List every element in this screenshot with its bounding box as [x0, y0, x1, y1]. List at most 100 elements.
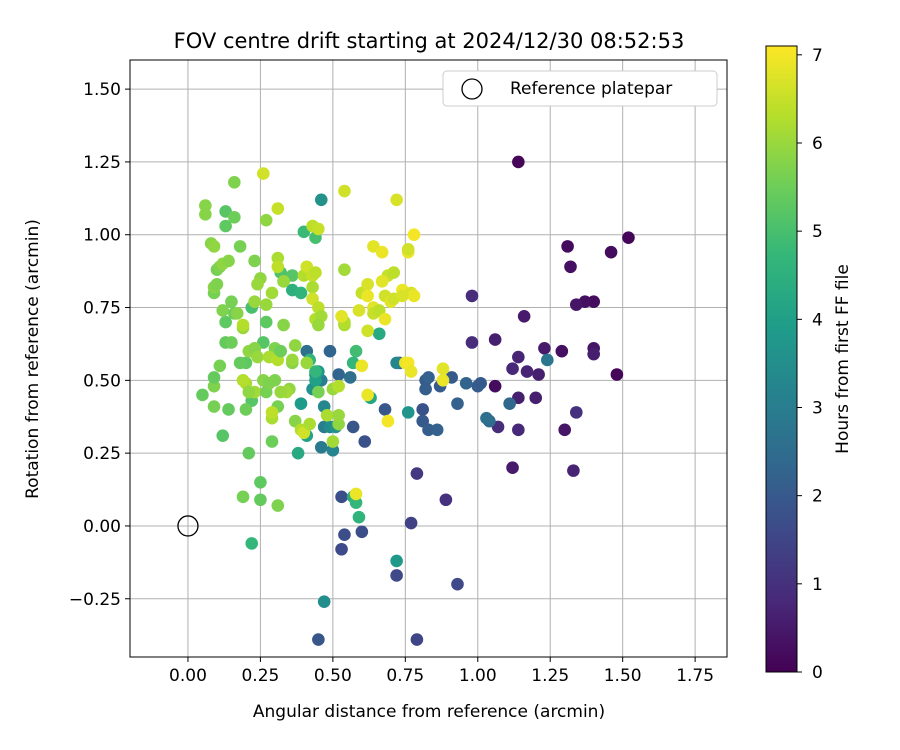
data-point	[274, 385, 287, 399]
data-point	[242, 446, 256, 460]
data-point	[474, 376, 487, 390]
data-point	[314, 441, 328, 454]
data-point	[254, 493, 267, 507]
data-point	[277, 318, 290, 332]
data-point	[294, 286, 308, 300]
data-point	[390, 554, 403, 568]
data-point	[210, 277, 224, 291]
y-axis-ticks: −0.25 0.00 0.25 0.50 0.75 1.00 1.25 1.50	[69, 80, 130, 610]
data-point	[459, 376, 473, 390]
data-point	[199, 208, 212, 221]
data-point	[314, 193, 328, 207]
data-point	[541, 353, 554, 367]
data-point	[259, 213, 273, 227]
data-point	[538, 342, 551, 355]
data-point	[610, 368, 624, 381]
data-point	[401, 406, 415, 419]
data-point	[387, 266, 401, 279]
y-tick-label: 1.50	[83, 80, 121, 100]
data-point	[309, 266, 322, 279]
data-point	[254, 475, 267, 489]
plot-area	[129, 59, 728, 658]
colorbar-tick-label: 0	[812, 663, 823, 683]
data-point	[326, 435, 340, 448]
legend-label-reference: Reference platepar	[510, 79, 672, 99]
data-point	[410, 633, 424, 646]
data-point	[555, 344, 569, 358]
data-point	[230, 307, 244, 320]
data-point	[352, 510, 366, 524]
reference-marker	[177, 515, 199, 537]
data-point	[233, 356, 247, 370]
data-point	[222, 254, 235, 268]
data-point	[422, 423, 435, 437]
data-point	[277, 275, 290, 288]
data-point	[271, 260, 285, 274]
data-point	[404, 365, 418, 378]
data-point	[451, 397, 464, 410]
data-points	[177, 155, 635, 646]
data-point	[228, 176, 241, 189]
data-point	[512, 350, 525, 364]
data-point	[512, 155, 525, 169]
data-point	[378, 312, 392, 326]
data-point	[381, 414, 395, 428]
data-point	[335, 490, 348, 504]
y-tick-label: 0.75	[83, 299, 121, 319]
data-point	[465, 289, 479, 303]
data-point	[207, 371, 221, 384]
data-point	[416, 403, 430, 416]
data-point	[251, 350, 264, 364]
data-point	[430, 423, 444, 437]
legend: Reference platepar	[442, 70, 718, 107]
data-point	[288, 339, 302, 352]
grid-lines	[130, 60, 727, 657]
data-point	[320, 408, 334, 422]
colorbar-tick-label: 7	[812, 46, 823, 66]
x-tick-label: 1.00	[459, 666, 497, 686]
data-point	[228, 210, 241, 224]
data-point	[407, 289, 421, 303]
data-point	[401, 242, 415, 256]
data-point	[236, 490, 250, 504]
x-tick-label: 1.50	[604, 666, 642, 686]
data-point	[323, 344, 337, 358]
data-point	[488, 333, 502, 346]
legend-box	[442, 70, 718, 107]
data-point	[346, 420, 360, 434]
data-point	[488, 379, 502, 393]
data-point	[259, 315, 273, 329]
data-point	[312, 318, 325, 332]
axes-frame	[129, 59, 728, 658]
y-tick-label: 1.00	[83, 226, 121, 246]
data-point	[517, 309, 531, 323]
data-point	[587, 295, 600, 309]
x-axis-ticks: 0.00 0.25 0.50 0.75 1.00 1.25 1.50 1.75	[169, 657, 714, 686]
data-point	[375, 245, 389, 259]
data-point	[355, 359, 369, 373]
data-point	[312, 633, 325, 646]
data-point	[529, 391, 543, 405]
data-point	[332, 417, 345, 431]
data-point	[265, 286, 279, 300]
data-point	[503, 397, 516, 410]
data-point	[358, 435, 372, 448]
data-point	[480, 411, 493, 425]
data-point	[520, 365, 534, 378]
colorbar-tick-label: 3	[812, 398, 823, 418]
data-point	[248, 254, 261, 268]
colorbar-bar	[765, 45, 798, 673]
x-axis-label: Angular distance from reference (arcmin)	[253, 702, 605, 722]
data-point	[355, 525, 369, 539]
y-tick-label: 0.00	[83, 517, 121, 537]
data-point	[419, 382, 432, 396]
data-point	[338, 184, 351, 198]
data-point	[587, 347, 600, 361]
data-point	[352, 304, 366, 317]
y-tick-label: −0.25	[69, 590, 121, 610]
colorbar-tick-label: 1	[812, 575, 823, 595]
colorbar-ticks: 0 1 2 3 4 5 6 7	[797, 46, 823, 683]
colorbar-tick-label: 5	[812, 222, 823, 242]
data-point	[207, 400, 221, 413]
y-tick-label: 0.25	[83, 444, 121, 464]
